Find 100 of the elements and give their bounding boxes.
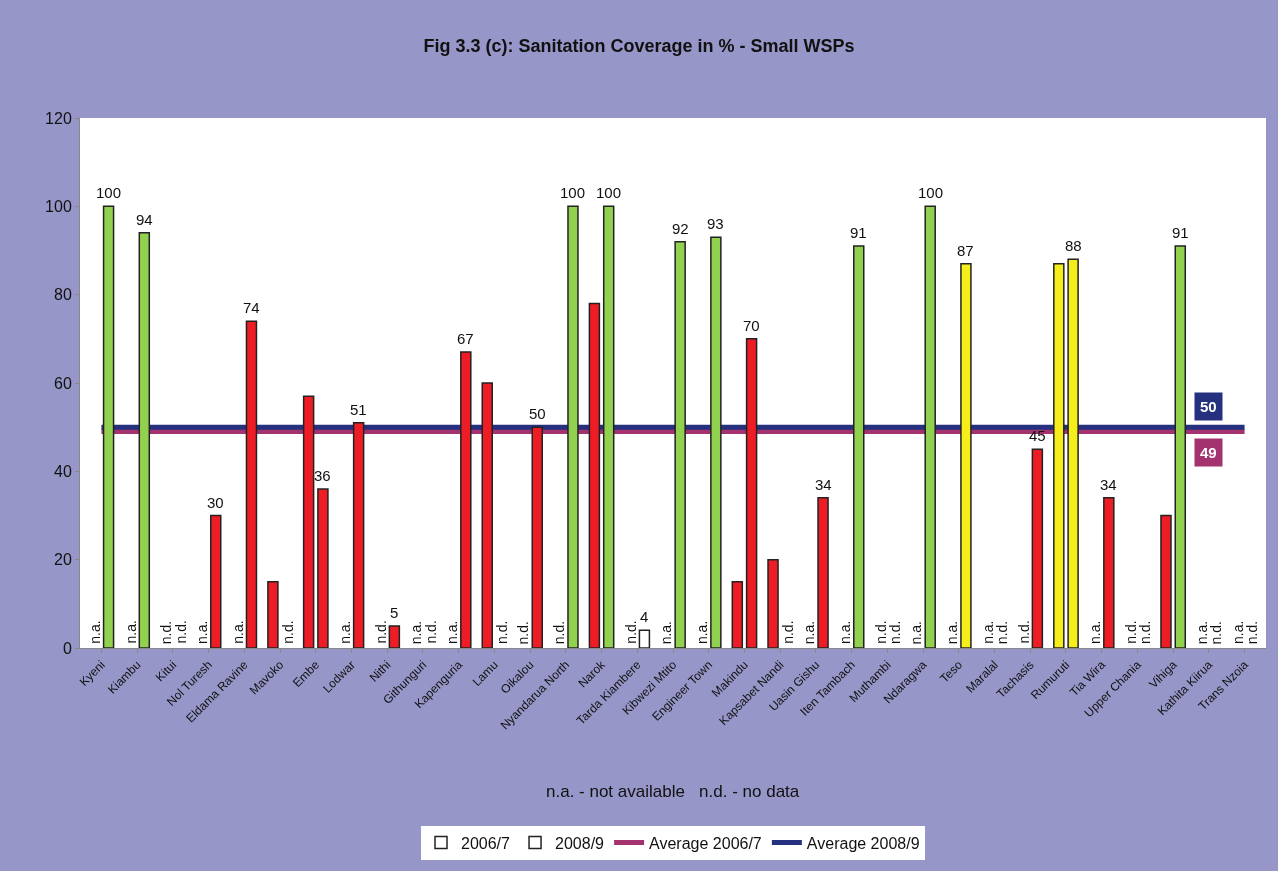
bar xyxy=(588,302,601,648)
data-label: 70 xyxy=(743,317,760,334)
text: n.a. xyxy=(658,621,675,645)
data-label: 34 xyxy=(1100,476,1117,493)
data-label: 91 xyxy=(1172,224,1189,241)
data-label: 100 xyxy=(96,184,122,201)
data-label: 93 xyxy=(707,215,724,232)
text: n.d. xyxy=(1137,620,1154,645)
bar xyxy=(138,232,151,648)
y-tick-label: 0 xyxy=(62,639,72,657)
y-tick-label: 120 xyxy=(45,109,72,127)
text: n.d. xyxy=(994,620,1011,645)
bar xyxy=(531,426,543,648)
y-tick-label: 20 xyxy=(54,551,72,569)
text: n.a. xyxy=(86,620,103,644)
text: n.d. xyxy=(551,620,568,645)
bar xyxy=(210,514,222,648)
bar xyxy=(317,488,329,648)
text: n.d. xyxy=(1122,620,1139,644)
bar xyxy=(567,205,579,648)
data-label: 100 xyxy=(596,184,622,201)
data-label: 74 xyxy=(243,299,260,316)
text: n.d. xyxy=(422,620,439,644)
text: n.d. xyxy=(172,620,189,644)
bar xyxy=(1160,514,1172,648)
bar xyxy=(1103,497,1115,648)
bar xyxy=(731,581,744,648)
chart-title: Fig 3.3 (c): Sanitation Coverage in % - Small WSPs xyxy=(423,35,855,56)
text: n.a. xyxy=(408,620,425,645)
data-label: 34 xyxy=(815,476,832,493)
text: n.d. xyxy=(1208,621,1225,645)
data-label: 50 xyxy=(1200,398,1217,415)
data-label: 50 xyxy=(529,405,546,422)
text: n.a. xyxy=(1087,620,1104,645)
bar xyxy=(674,240,686,648)
text: n.a. xyxy=(1229,620,1246,644)
bar xyxy=(602,205,615,648)
text: n.d. xyxy=(158,620,175,645)
data-label: 100 xyxy=(918,184,944,201)
data-label: 5 xyxy=(390,604,399,621)
data-label: 4 xyxy=(640,608,649,625)
text: n.a. xyxy=(836,620,853,644)
bar xyxy=(1067,258,1079,648)
bar xyxy=(1053,263,1065,648)
bar xyxy=(245,320,258,648)
text: n.a. xyxy=(1194,620,1211,645)
y-tick-label: 100 xyxy=(45,197,72,215)
y-tick-label: 80 xyxy=(54,286,72,304)
text: n.a. - not available n.d. - no data xyxy=(546,782,800,801)
text: n.d. xyxy=(886,620,903,644)
bar xyxy=(102,205,115,648)
bar xyxy=(352,422,365,648)
bar xyxy=(1174,245,1187,648)
text: n.a. xyxy=(944,620,961,645)
y-tick-label: 60 xyxy=(54,374,72,392)
text: n.a. xyxy=(336,620,353,644)
text: n.a. xyxy=(122,620,139,644)
text: n.d. xyxy=(515,621,532,645)
data-label: 49 xyxy=(1200,444,1217,461)
text: n.d. xyxy=(372,620,389,644)
text: n.d. xyxy=(872,620,889,644)
bar xyxy=(1031,448,1044,648)
legend-label: Average 2008/9 xyxy=(806,834,920,852)
data-label: 88 xyxy=(1065,237,1082,254)
bar xyxy=(388,625,401,648)
bar xyxy=(767,558,779,648)
data-label: 30 xyxy=(207,494,224,511)
data-label: 91 xyxy=(850,224,867,241)
data-label: 67 xyxy=(457,330,474,347)
legend-label: Average 2006/7 xyxy=(649,834,762,852)
bar xyxy=(481,382,493,648)
x-tick-label: Teso xyxy=(937,657,966,686)
text: n.d. xyxy=(622,620,639,644)
text: n.d. xyxy=(279,620,296,644)
data-label: 51 xyxy=(350,401,367,418)
bar xyxy=(302,395,315,648)
text: n.a. xyxy=(801,620,818,645)
bar xyxy=(960,263,972,648)
bar xyxy=(745,338,758,648)
text: n.a. xyxy=(979,620,996,644)
bar xyxy=(460,351,472,648)
data-label: 94 xyxy=(136,211,153,228)
bar xyxy=(267,581,279,648)
text: n.d. xyxy=(494,620,511,645)
text: n.a. xyxy=(229,620,246,644)
data-label: 36 xyxy=(314,467,331,484)
text: n.a. xyxy=(908,621,925,645)
text: n.d. xyxy=(779,620,796,644)
text: n.a. xyxy=(694,620,711,645)
legend-label: 2006/7 xyxy=(461,834,511,852)
data-label: 87 xyxy=(957,242,974,259)
legend-label: 2008/9 xyxy=(555,834,605,852)
text: n.d. xyxy=(1015,620,1032,644)
data-label: 100 xyxy=(560,184,586,201)
y-tick-label: 40 xyxy=(54,462,72,480)
text: n.d. xyxy=(1244,620,1261,645)
bar xyxy=(817,497,829,648)
text: n.a. xyxy=(444,620,461,645)
text: n.a. xyxy=(193,620,210,644)
bar xyxy=(710,236,722,648)
